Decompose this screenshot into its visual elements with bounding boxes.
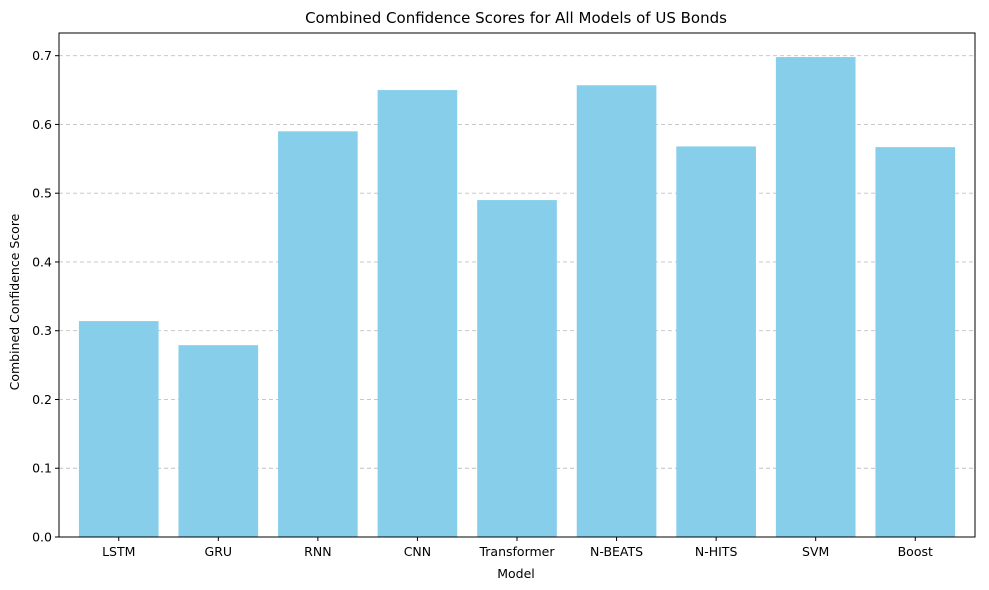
y-tick-label: 0.6 (32, 117, 52, 132)
x-tick-label: CNN (404, 544, 431, 559)
x-tick-label: LSTM (102, 544, 135, 559)
bar-svm (775, 57, 856, 537)
y-tick-label: 0.0 (32, 530, 52, 545)
y-tick-label: 0.2 (32, 392, 52, 407)
y-tick-label: 0.3 (32, 323, 52, 338)
x-tick-label: GRU (205, 544, 233, 559)
x-tick-label: Boost (898, 544, 933, 559)
bar-n-hits (676, 146, 756, 537)
bar-transformer (477, 200, 557, 537)
ticks: 0.0 0.1 0.2 0.3 0.4 0.5 0.6 0.7 LSTM GRU RNN CNN Tra… (32, 48, 933, 559)
bar-n-beats (576, 85, 657, 538)
chart-title: Combined Confidence Scores for All Model… (305, 9, 727, 27)
y-tick-label: 0.7 (32, 48, 52, 63)
x-tick-label: N-BEATS (590, 544, 643, 559)
bar-rnn (278, 131, 358, 537)
bars (78, 57, 956, 538)
x-tick-label: N-HITS (695, 544, 738, 559)
x-tick-label: Transformer (478, 544, 555, 559)
bar-gru (178, 345, 259, 537)
y-axis-label: Combined Confidence Score (7, 213, 22, 390)
x-axis-label: Model (497, 566, 535, 581)
x-tick-label: SVM (802, 544, 829, 559)
x-tick-label: RNN (304, 544, 331, 559)
bar-cnn (377, 90, 458, 537)
y-tick-label: 0.4 (32, 254, 52, 269)
bar-lstm (78, 321, 159, 537)
y-tick-label: 0.5 (32, 186, 52, 201)
bar-boost (875, 147, 956, 537)
y-tick-label: 0.1 (32, 461, 52, 476)
